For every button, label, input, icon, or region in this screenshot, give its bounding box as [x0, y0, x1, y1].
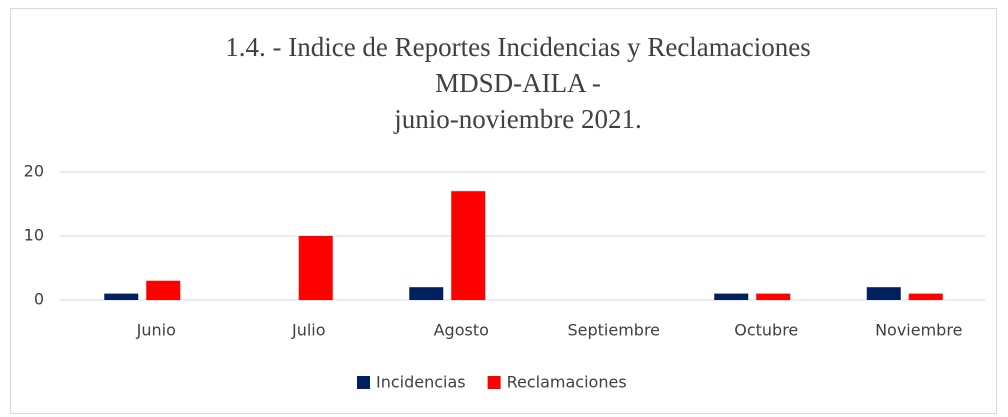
y-tick-label: 0 — [34, 290, 44, 309]
x-tick-label: Junio — [136, 321, 176, 340]
bar — [866, 287, 901, 300]
bar — [298, 236, 333, 300]
bar — [908, 293, 943, 300]
bar — [146, 280, 181, 300]
legend-label: Reclamaciones — [507, 373, 627, 392]
y-tick-label: 10 — [24, 226, 44, 245]
bar — [409, 287, 444, 300]
chart-title: junio-noviembre 2021. — [393, 104, 641, 134]
bar — [756, 293, 791, 300]
y-tick-label: 20 — [24, 162, 44, 181]
legend-label: Incidencias — [376, 373, 466, 392]
bar — [451, 191, 486, 300]
bar — [714, 293, 749, 300]
x-tick-label: Septiembre — [567, 321, 660, 340]
chart-title: MDSD-AILA - — [435, 68, 601, 98]
chart-border — [10, 8, 997, 414]
x-tick-label: Noviembre — [875, 321, 962, 340]
legend-swatch — [487, 376, 501, 389]
legend-swatch — [357, 376, 370, 389]
bar — [104, 293, 139, 300]
x-tick-label: Agosto — [434, 321, 489, 340]
chart-title: 1.4. - Indice de Reportes Incidencias y … — [225, 32, 811, 62]
x-tick-label: Julio — [291, 321, 326, 340]
x-tick-label: Octubre — [734, 321, 798, 340]
